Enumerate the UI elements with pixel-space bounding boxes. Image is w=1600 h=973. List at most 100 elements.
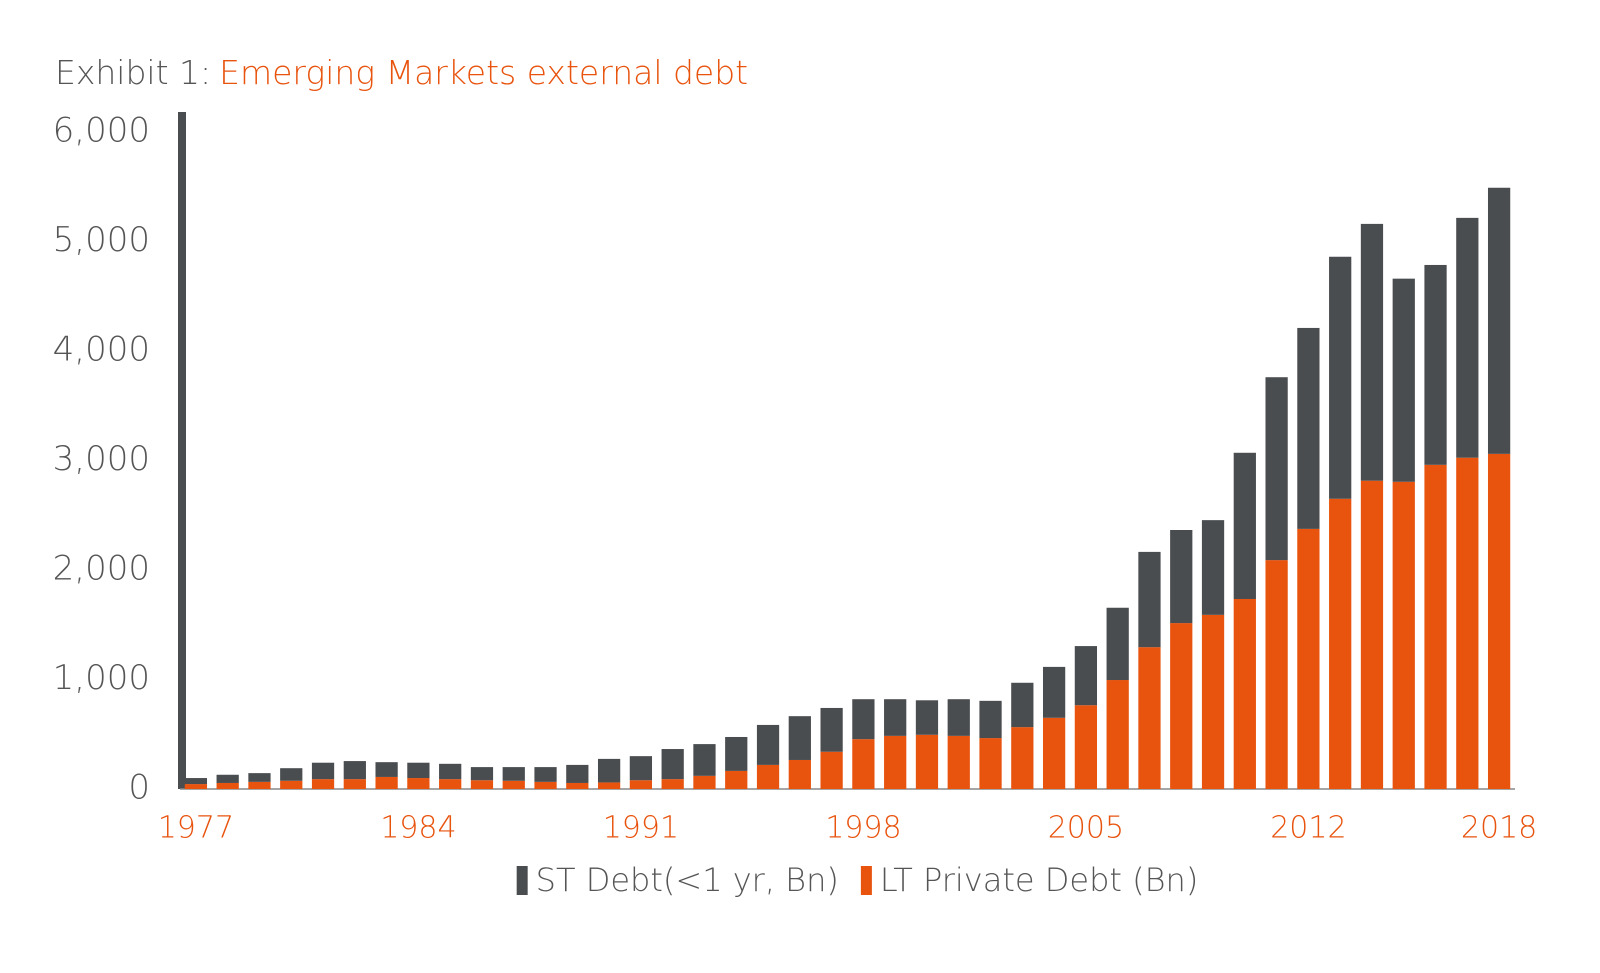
x-tick-label: 2018 bbox=[1461, 811, 1537, 846]
bar-segment bbox=[375, 776, 398, 789]
bar-segment bbox=[1106, 680, 1129, 789]
bar-segment bbox=[1456, 217, 1479, 458]
bar-segment bbox=[1487, 187, 1511, 454]
bar-segment bbox=[1074, 705, 1098, 789]
legend-label: ST Debt(<1 yr, Bn) bbox=[536, 861, 839, 899]
bar-segment bbox=[725, 770, 748, 789]
bar-segment bbox=[184, 778, 208, 785]
bar-segment bbox=[756, 724, 780, 765]
y-tick-label: 1,000 bbox=[53, 658, 150, 698]
y-tick-label: 4,000 bbox=[53, 329, 150, 369]
bar-segment bbox=[820, 707, 843, 752]
bar-segment bbox=[1360, 480, 1384, 789]
legend-marker bbox=[860, 866, 872, 895]
bar-segment bbox=[1392, 278, 1415, 482]
bar-segment bbox=[693, 775, 716, 789]
bar-segment bbox=[1042, 717, 1066, 789]
bar-segment bbox=[597, 782, 621, 789]
bar-segment bbox=[280, 780, 303, 789]
bar-segment bbox=[820, 751, 843, 789]
bar-segment bbox=[1201, 520, 1225, 615]
bar-segment bbox=[566, 782, 589, 789]
bar-segment bbox=[248, 773, 271, 782]
bar-segment bbox=[1201, 614, 1225, 789]
y-axis-line bbox=[178, 112, 186, 789]
y-tick-label: 6,000 bbox=[53, 110, 150, 150]
bar-segment bbox=[502, 780, 525, 789]
bar-segment bbox=[1297, 327, 1320, 529]
bar-segment bbox=[184, 784, 208, 789]
bar-segment bbox=[947, 699, 970, 736]
legend-marker bbox=[516, 866, 528, 895]
bar-segment bbox=[407, 762, 430, 779]
bar-segment bbox=[915, 700, 939, 735]
x-tick-label: 1991 bbox=[603, 811, 679, 846]
bar-segment bbox=[216, 782, 239, 789]
bar-segment bbox=[1424, 464, 1447, 789]
y-tick-label: 2,000 bbox=[53, 548, 150, 588]
bar-segment bbox=[311, 779, 335, 789]
bar-segment bbox=[1042, 666, 1066, 718]
x-tick-label: 1977 bbox=[158, 811, 234, 846]
bar-segment bbox=[756, 764, 780, 789]
bar-segment bbox=[1456, 457, 1479, 789]
bar-segment bbox=[470, 767, 494, 781]
bar-segment bbox=[216, 774, 239, 783]
bar-segment bbox=[661, 779, 684, 789]
bar-segment bbox=[979, 700, 1002, 739]
bar-segment bbox=[439, 779, 462, 789]
bar-segment bbox=[439, 763, 462, 780]
bar-segment bbox=[566, 764, 589, 783]
bar-segment bbox=[597, 758, 621, 783]
x-tick-label: 2005 bbox=[1048, 811, 1124, 846]
bar-segment bbox=[947, 735, 970, 789]
bar-segment bbox=[1265, 377, 1288, 561]
bar-segment bbox=[248, 781, 271, 789]
bar-segment bbox=[629, 780, 653, 789]
bar-segment bbox=[343, 761, 366, 780]
bar-segment bbox=[629, 756, 653, 781]
bar-segment bbox=[375, 762, 398, 777]
bar-segment bbox=[884, 735, 907, 789]
bar-segment bbox=[1011, 682, 1034, 728]
bar-segment bbox=[534, 767, 557, 782]
chart-title: Exhibit 1: Emerging Markets external debt bbox=[55, 53, 748, 92]
bar-segment bbox=[470, 780, 494, 789]
bar-segment bbox=[1233, 452, 1256, 599]
bar-segment bbox=[1233, 598, 1256, 789]
bar-segment bbox=[1329, 498, 1352, 789]
bar-segment bbox=[1170, 529, 1193, 624]
bar-segment bbox=[693, 744, 716, 776]
bar-segment bbox=[852, 739, 875, 789]
bar-segment bbox=[1106, 607, 1129, 681]
x-tick-label: 2012 bbox=[1270, 811, 1346, 846]
y-tick-label: 0 bbox=[128, 768, 150, 808]
bar-segment bbox=[1329, 256, 1352, 499]
bar-segment bbox=[534, 781, 557, 789]
bar-segment bbox=[788, 759, 811, 789]
bar-segment bbox=[407, 778, 430, 789]
bar-segment bbox=[1170, 623, 1193, 789]
bar-segment bbox=[1424, 264, 1447, 465]
bar-segment bbox=[725, 736, 748, 771]
bar-segment bbox=[1297, 528, 1320, 789]
bar-segment bbox=[502, 767, 525, 781]
bar-segment bbox=[343, 779, 366, 789]
y-tick-label: 5,000 bbox=[53, 220, 150, 260]
bar-segment bbox=[1265, 560, 1288, 789]
x-tick-label: 1998 bbox=[825, 811, 901, 846]
bar-segment bbox=[1360, 223, 1384, 481]
bar-segment bbox=[1074, 646, 1098, 706]
bar-segment bbox=[311, 762, 335, 780]
bar-segment bbox=[1138, 551, 1161, 648]
title-prefix: Exhibit 1: bbox=[55, 53, 211, 92]
bar-segment bbox=[1138, 647, 1161, 789]
bar-segment bbox=[979, 738, 1002, 789]
bar-segment bbox=[1487, 453, 1511, 789]
title-text: Emerging Markets external debt bbox=[219, 53, 748, 92]
bar-segment bbox=[1011, 727, 1034, 789]
bar-segment bbox=[788, 716, 811, 760]
legend-label: LT Private Debt (Bn) bbox=[880, 861, 1198, 899]
y-tick-label: 3,000 bbox=[53, 439, 150, 479]
